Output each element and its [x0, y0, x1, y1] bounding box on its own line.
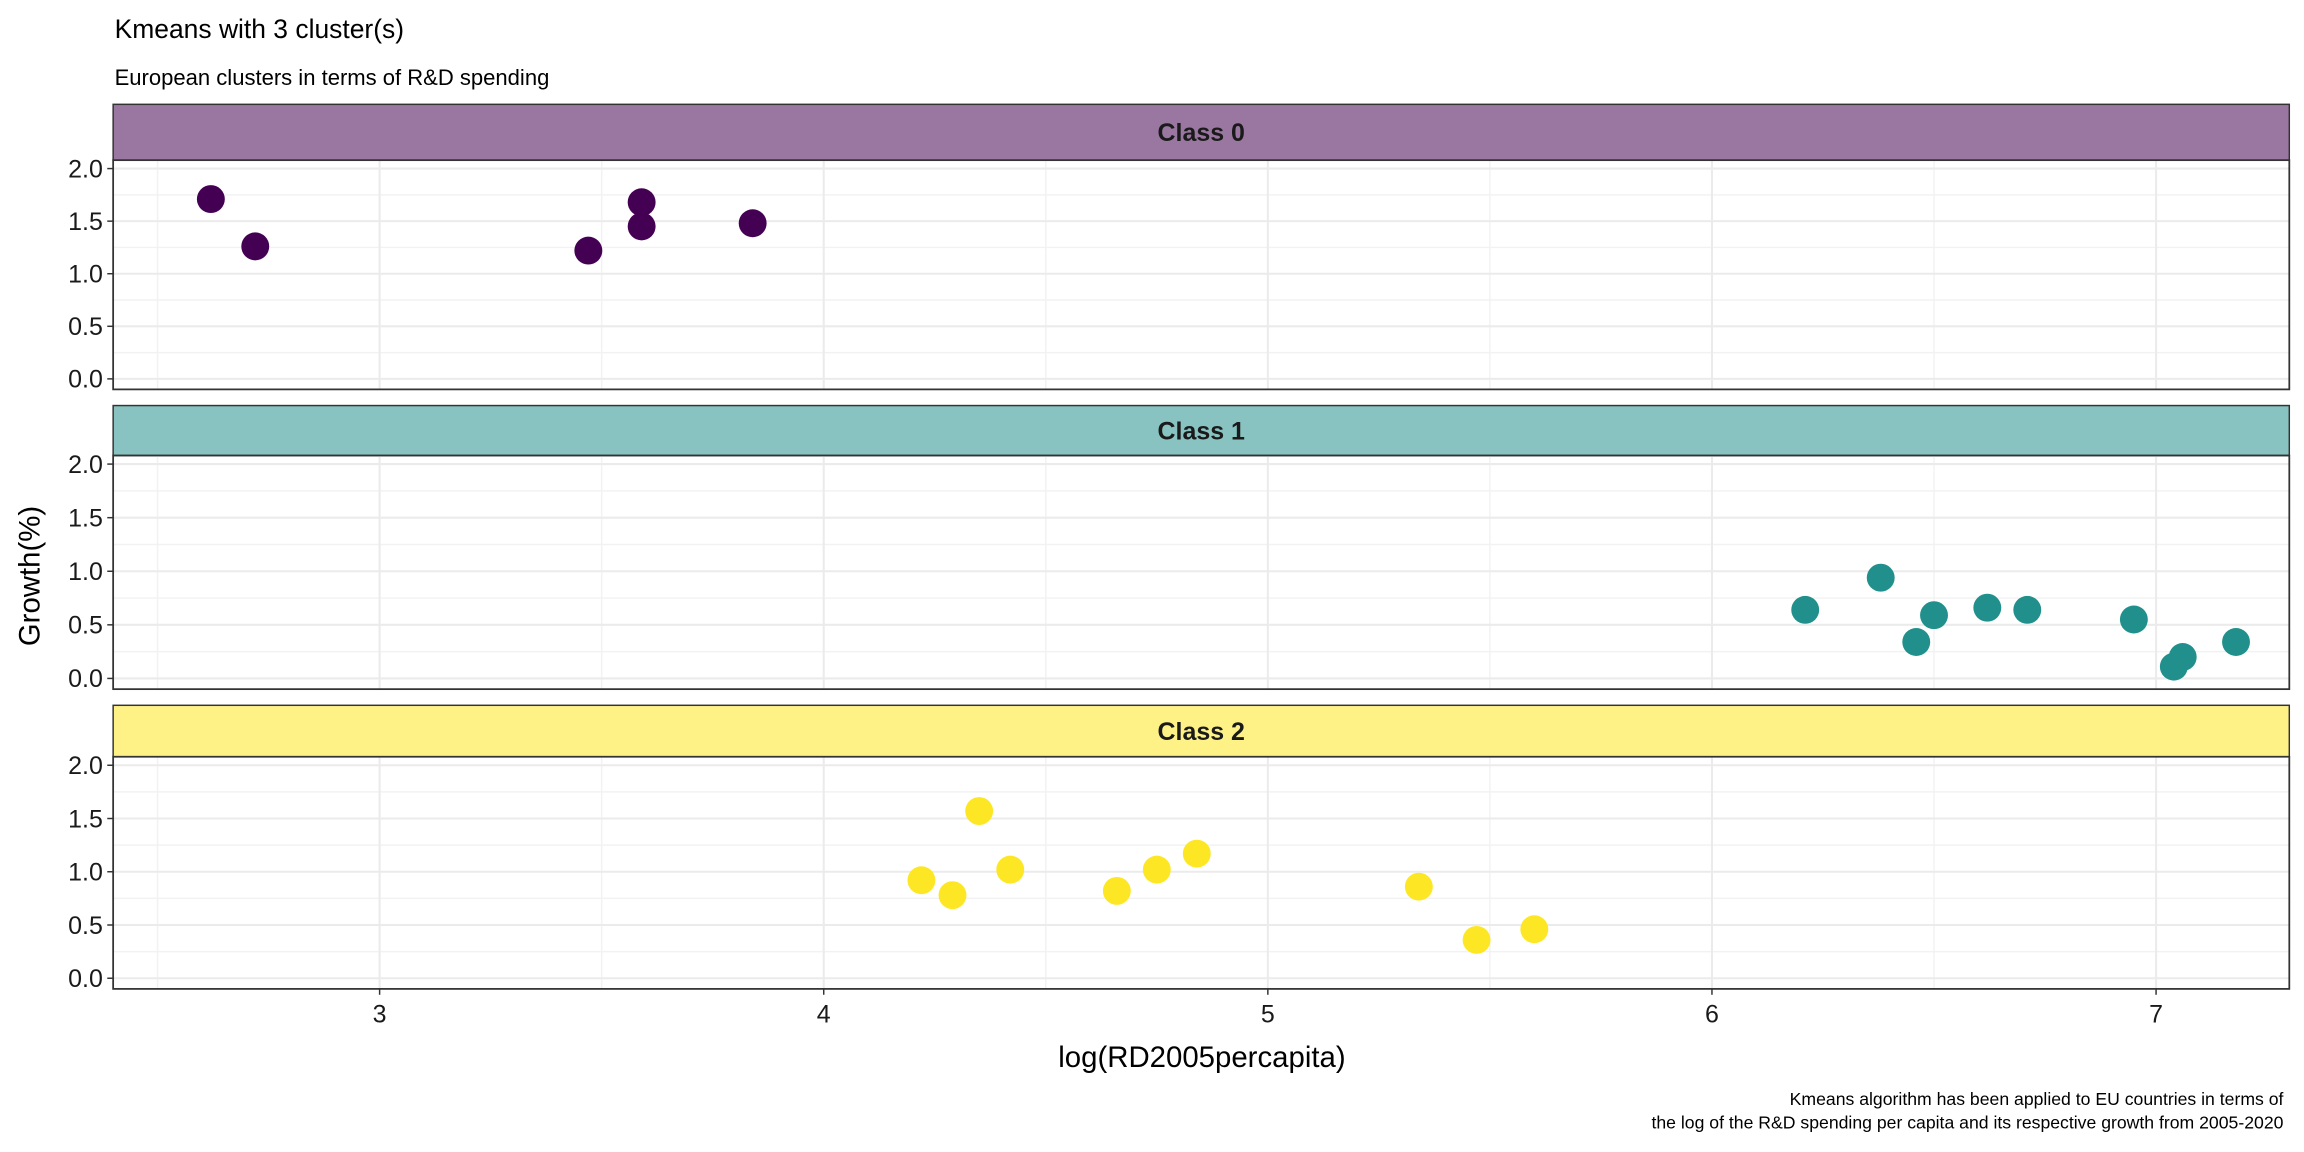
facet-strip-label: Class 1 — [1157, 417, 1245, 445]
y-tick-label: 0.0 — [68, 665, 103, 693]
data-point — [627, 212, 656, 241]
panel-border — [112, 159, 2291, 391]
data-point — [574, 236, 603, 265]
facet-strip — [112, 103, 2291, 161]
data-point — [1902, 628, 1931, 656]
data-point — [2119, 605, 2148, 634]
data-point — [1973, 593, 2002, 622]
data-point — [1791, 595, 1820, 624]
y-tick-label: 1.5 — [68, 805, 103, 833]
x-tick-label: 7 — [2149, 1001, 2163, 1029]
data-point — [1462, 925, 1491, 954]
data-point — [1182, 839, 1211, 868]
y-axis-label: Growth(%) — [14, 506, 47, 646]
data-point — [1866, 563, 1895, 592]
chart-subtitle: European clusters in terms of R&D spendi… — [115, 65, 550, 90]
y-tick-label: 1.5 — [68, 504, 103, 532]
y-tick-label: 1.5 — [68, 208, 103, 236]
data-point — [2013, 595, 2042, 624]
y-tick-label: 1.0 — [68, 558, 103, 586]
x-tick-label: 4 — [817, 1001, 831, 1029]
facet-strip-label: Class 2 — [1157, 718, 1244, 746]
facet-panel-1: Class 1 0.0 0.5 1.0 1.5 2.0 — [68, 404, 2291, 693]
facet-panel-2: Class 2 0.0 0.5 1.0 1.5 2.0 3 4 5 6 7 — [68, 704, 2291, 1029]
data-point — [1102, 876, 1131, 905]
y-tick-label: 0.5 — [68, 912, 103, 940]
data-point — [938, 881, 967, 910]
data-point — [627, 188, 656, 217]
caption-line-1: Kmeans algorithm has been applied to EU … — [1790, 1089, 2284, 1109]
facet-strip — [112, 404, 2291, 457]
data-point — [1920, 601, 1948, 630]
data-point — [1142, 855, 1171, 884]
chart-title: Kmeans with 3 cluster(s) — [115, 14, 404, 44]
y-tick-label: 1.0 — [68, 261, 103, 289]
y-tick-label: 1.0 — [68, 859, 103, 887]
data-point — [965, 797, 994, 826]
y-tick-label: 2.0 — [68, 155, 103, 183]
data-point — [2168, 643, 2197, 671]
x-tick-label: 5 — [1261, 1001, 1275, 1029]
panel-border — [112, 454, 2291, 691]
facet-strip — [112, 704, 2291, 758]
data-point — [1520, 915, 1549, 944]
data-point — [907, 866, 936, 895]
data-point — [996, 855, 1025, 884]
y-tick-label: 0.5 — [68, 612, 103, 640]
data-point — [196, 185, 225, 214]
y-tick-label: 2.0 — [68, 752, 103, 780]
caption-line-2: the log of the R&D spending per capita a… — [1651, 1112, 2283, 1132]
x-tick-label: 3 — [373, 1001, 387, 1029]
x-tick-label: 6 — [1705, 1001, 1719, 1029]
data-point — [1404, 872, 1433, 901]
panel-border — [112, 755, 2291, 990]
facet-strip-label: Class 0 — [1157, 119, 1244, 147]
x-axis-label: log(RD2005percapita) — [1058, 1041, 1345, 1074]
y-tick-label: 2.0 — [68, 451, 103, 479]
facet-panel-0: Class 0 0.0 0.5 1.0 1.5 2.0 — [68, 103, 2291, 394]
data-point — [738, 209, 767, 238]
y-tick-label: 0.0 — [68, 965, 103, 993]
y-tick-label: 0.5 — [68, 313, 103, 341]
data-point — [241, 232, 270, 261]
data-point — [2222, 628, 2250, 656]
y-tick-label: 0.0 — [68, 366, 103, 394]
